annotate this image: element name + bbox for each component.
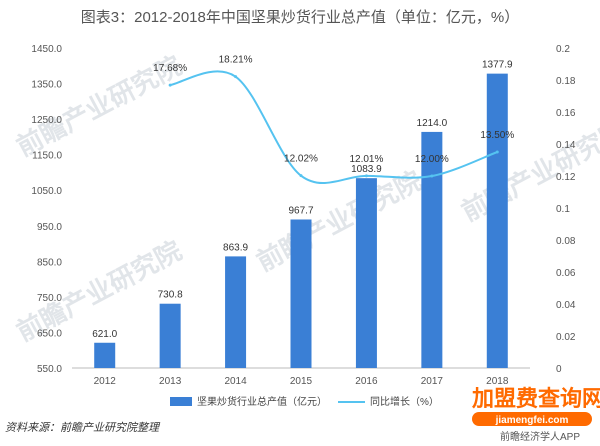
- growth-point: [168, 83, 172, 87]
- growth-data-label: 12.01%: [349, 154, 383, 165]
- watermark-text: 前瞻产业研究院: [252, 165, 427, 277]
- growth-data-label: 13.50%: [480, 130, 514, 141]
- y-right-tick-label: 0.02: [556, 332, 576, 343]
- bar-data-label: 1214.0: [417, 118, 448, 129]
- chart-title: 图表3：2012-2018年中国坚果炒货行业总产值（单位：亿元，%）: [81, 9, 519, 26]
- bar-data-label: 863.9: [223, 242, 248, 253]
- bar-series: 621.0 730.8 863.9 967.7 1083.9 1214.0 1377.9: [92, 60, 513, 368]
- y-left-tick-label: 650.0: [37, 328, 62, 339]
- bar: [225, 256, 247, 368]
- bar-data-label: 730.8: [158, 290, 183, 301]
- bar: [355, 178, 377, 368]
- x-tick-label: 2017: [421, 376, 444, 387]
- bar: [486, 73, 508, 368]
- y-left-tick-label: 750.0: [37, 293, 62, 304]
- y-right-tick-label: 0.12: [556, 172, 576, 183]
- corner-badge: 加盟费查询网 jiamengfei.com 前瞻经济学人APP: [470, 385, 600, 446]
- growth-point: [495, 150, 499, 154]
- bar: [94, 342, 116, 368]
- bar-data-label: 967.7: [288, 205, 313, 216]
- legend-bar-swatch: [170, 397, 192, 406]
- y-left-tick-label: 950.0: [37, 222, 62, 233]
- growth-data-label: 18.21%: [219, 55, 253, 66]
- x-axis: 2012 2013 2014 2015 2016 2017 2018: [72, 367, 530, 387]
- bar-data-label: 621.0: [92, 329, 117, 340]
- legend-line-label: 同比增长（%）: [370, 395, 439, 408]
- bar-data-label: 1083.9: [351, 164, 382, 175]
- growth-data-label: 12.00%: [415, 154, 449, 165]
- y-left-tick-label: 1050.0: [31, 186, 62, 197]
- bar: [290, 219, 312, 368]
- y-right-tick-label: 0.2: [556, 44, 570, 55]
- y-right-tick-label: 0: [556, 364, 562, 375]
- y-left-tick-label: 1250.0: [31, 115, 62, 126]
- growth-data-label: 17.68%: [153, 63, 187, 74]
- x-tick-label: 2015: [290, 376, 313, 387]
- badge-overlay: 前瞻经济学人APP: [500, 430, 580, 443]
- y-right-tick-label: 0.08: [556, 236, 576, 247]
- y-right-tick-label: 0.1: [556, 204, 570, 215]
- y-right-tick-label: 0.14: [556, 140, 576, 151]
- growth-point: [364, 174, 368, 178]
- bar-data-label: 1377.9: [482, 60, 513, 71]
- y-left-tick-label: 1150.0: [32, 151, 62, 162]
- growth-point: [234, 75, 238, 79]
- y-left-tick-label: 1350.0: [31, 80, 62, 91]
- y-right-tick-label: 0.04: [556, 300, 576, 311]
- legend-bar-label: 坚果炒货行业总产值（亿元）: [197, 395, 327, 408]
- x-tick-label: 2012: [94, 376, 117, 387]
- y-left-tick-label: 850.0: [37, 257, 62, 268]
- y-left-tick-label: 550.0: [37, 364, 62, 375]
- x-tick-label: 2018: [486, 376, 509, 387]
- badge-url: jiamengfei.com: [495, 415, 569, 426]
- source-note: 资料来源：前瞻产业研究院整理: [5, 421, 161, 434]
- y-axis-left: 550.0 650.0 750.0 850.0 950.0 1050.0 1150.0 125…: [31, 44, 62, 375]
- watermark-text: 前瞻产业研究院: [457, 115, 600, 227]
- growth-point: [430, 174, 434, 178]
- x-tick-label: 2013: [159, 376, 182, 387]
- y-right-tick-label: 0.06: [556, 268, 576, 279]
- y-left-tick-label: 1450.0: [31, 44, 62, 55]
- growth-data-label: 12.02%: [284, 154, 318, 165]
- bar: [421, 131, 443, 368]
- growth-line: [169, 70, 498, 185]
- badge-title: 加盟费查询网: [471, 386, 600, 411]
- bar: [159, 303, 181, 368]
- x-tick-label: 2016: [355, 376, 378, 387]
- legend: 坚果炒货行业总产值（亿元） 同比增长（%）: [170, 395, 439, 408]
- x-tick-label: 2014: [224, 376, 247, 387]
- y-right-tick-label: 0.16: [556, 108, 576, 119]
- y-axis-right: 0 0.02 0.04 0.06 0.08 0.1 0.12 0.14 0.16 0.18 0.2: [556, 44, 576, 375]
- growth-point: [299, 174, 303, 178]
- y-right-tick-label: 0.18: [556, 76, 576, 87]
- line-series: 17.68% 18.21% 12.02% 12.01% 12.00% 13.50%: [153, 55, 514, 185]
